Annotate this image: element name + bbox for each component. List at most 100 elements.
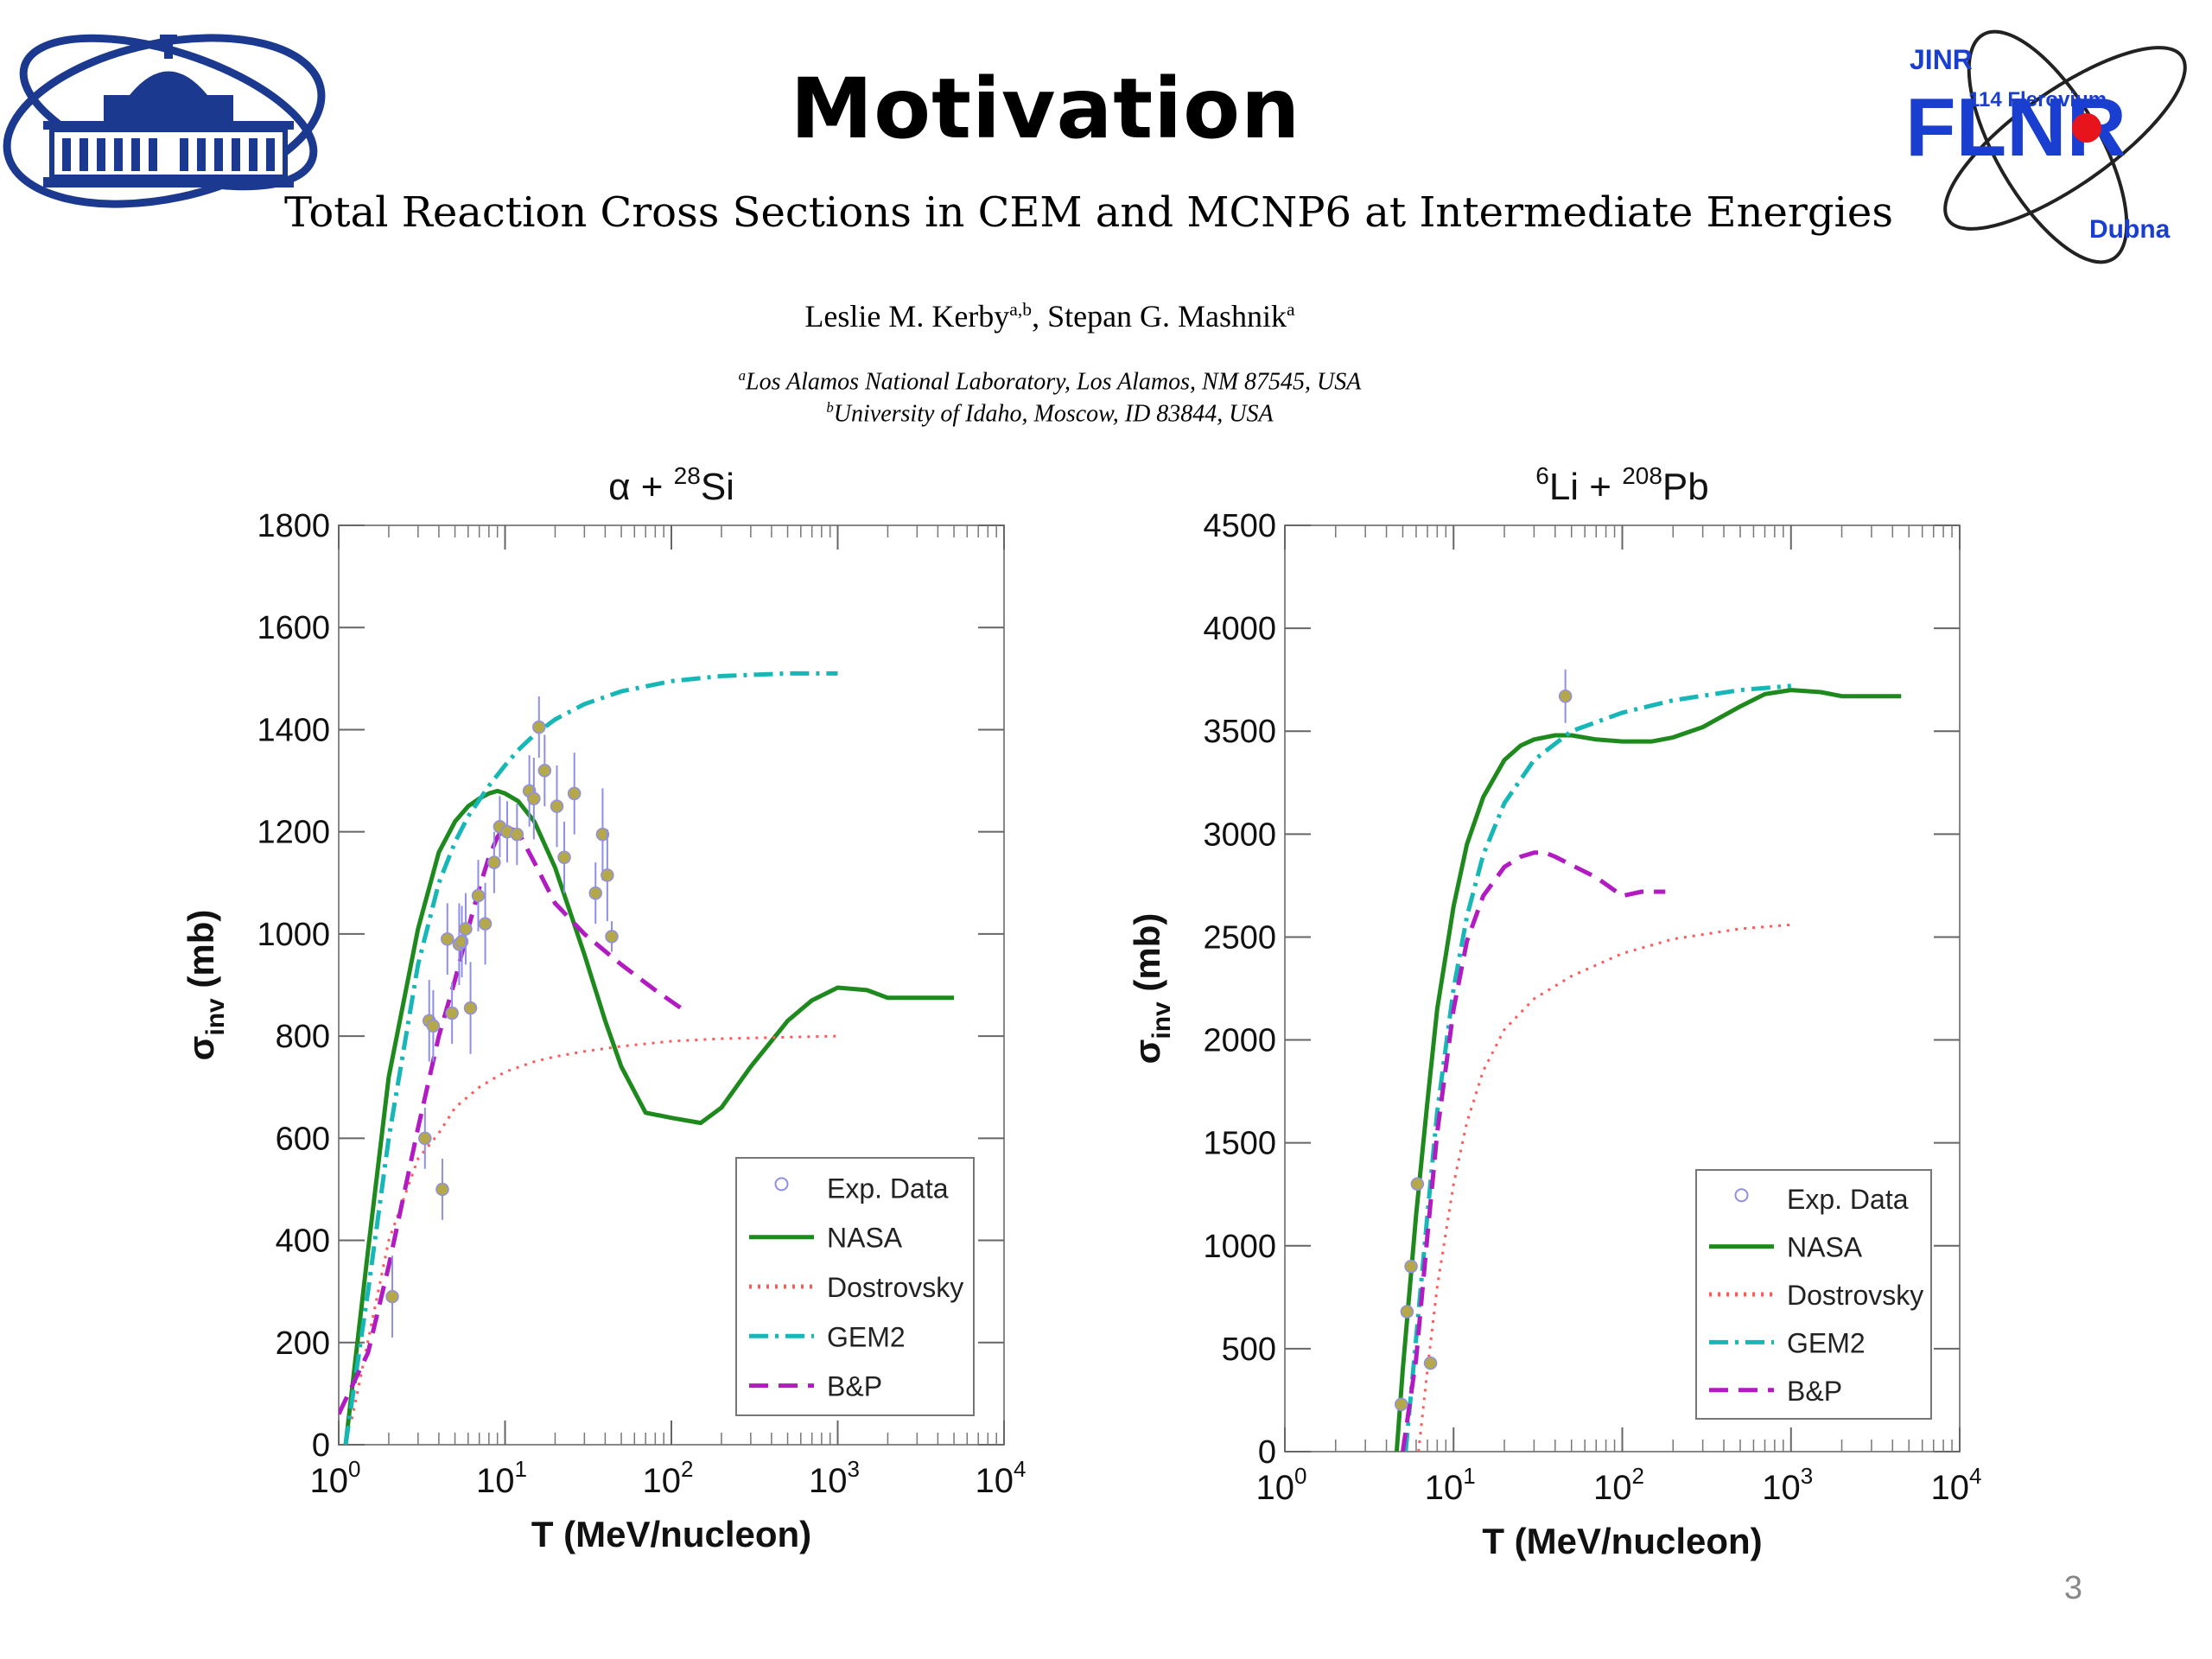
exp-data-point xyxy=(426,1019,441,1033)
legend-label: GEM2 xyxy=(1787,1327,1866,1358)
series-nasa xyxy=(1394,688,1902,1452)
affiliation-b: bUniversity of Idaho, Moscow, ID 83844, … xyxy=(0,399,2212,428)
exp-data-point xyxy=(435,1182,449,1197)
x-tick-label: 101 xyxy=(476,1456,527,1500)
y-tick-label: 600 xyxy=(276,1121,330,1157)
exp-data-point xyxy=(418,1131,432,1146)
legend-label: GEM2 xyxy=(827,1321,906,1352)
y-tick-label: 500 xyxy=(1222,1332,1276,1368)
legend-marker xyxy=(1734,1188,1749,1203)
exp-data-point xyxy=(532,720,546,734)
exp-data-point xyxy=(595,827,610,842)
exp-data-point xyxy=(471,888,486,903)
exp-data-point xyxy=(445,1006,459,1020)
legend-label: NASA xyxy=(827,1223,903,1254)
exp-data-point xyxy=(601,868,614,882)
y-tick-label: 3500 xyxy=(1203,714,1276,750)
exp-data-point xyxy=(1423,1356,1438,1370)
slide-title: Motivation xyxy=(790,60,1301,157)
flnr-logo: JINR FLNR 114 Flerovium Dubna xyxy=(1905,29,2187,264)
y-tick-label: 1500 xyxy=(1203,1126,1276,1162)
y-tick-label: 1600 xyxy=(257,610,330,646)
jinr-logo xyxy=(3,34,326,208)
series-gem2 xyxy=(343,671,838,1445)
affiliation-a-text: Los Alamos National Laboratory, Los Alam… xyxy=(746,368,1362,396)
dubna-logo-text: Dubna xyxy=(2089,215,2171,244)
exp-data-point xyxy=(1410,1177,1425,1192)
legend: Exp. Data NASA Dostrovsky GEM2 B&P xyxy=(735,1157,975,1416)
legend-label: Exp. Data xyxy=(827,1173,949,1204)
exp-data-point xyxy=(385,1289,399,1304)
x-tick-label: 102 xyxy=(1593,1463,1644,1507)
chart-1: 0 200 400 600 800 1000 1200 1400 1600 1800 100 101 1… xyxy=(181,462,1026,1554)
exp-data-point xyxy=(463,1001,478,1015)
exp-data-point xyxy=(567,786,582,801)
affiliation-b-mark: b xyxy=(826,399,834,416)
y-tick-label: 1000 xyxy=(257,917,330,953)
authors: Leslie M. Kerbya,b, Stepan G. Mashnika xyxy=(0,298,2212,334)
chart-title: α + 28Si xyxy=(608,462,734,508)
exp-data-point xyxy=(478,917,493,931)
legend-label: B&P xyxy=(1787,1376,1842,1407)
x-tick-label: 100 xyxy=(1256,1463,1307,1507)
page-number: 3 xyxy=(2063,1570,2082,1606)
y-tick-label: 1800 xyxy=(257,508,330,544)
exp-data-point xyxy=(1395,1397,1408,1411)
exp-data-point xyxy=(459,922,473,936)
y-tick-label: 1200 xyxy=(257,815,330,851)
x-tick-label: 101 xyxy=(1425,1463,1476,1507)
legend-label: NASA xyxy=(1787,1232,1863,1263)
y-tick-label: 0 xyxy=(1258,1434,1276,1471)
chart-title: 6Li + 208Pb xyxy=(1535,462,1709,508)
x-tick-label: 104 xyxy=(976,1456,1027,1500)
y-tick-label: 2000 xyxy=(1203,1023,1276,1059)
x-tick-label: 103 xyxy=(809,1456,860,1500)
legend-label: Dostrovsky xyxy=(1787,1280,1923,1311)
exp-data-point xyxy=(1404,1259,1418,1274)
legend-label: Exp. Data xyxy=(1787,1184,1909,1215)
affiliation-b-text: University of Idaho, Moscow, ID 83844, U… xyxy=(833,400,1274,428)
exp-data-point xyxy=(588,886,602,900)
y-tick-label: 3000 xyxy=(1203,817,1276,853)
y-tick-label: 400 xyxy=(276,1224,330,1260)
legend-label: B&P xyxy=(827,1371,882,1402)
series-dostrovsky xyxy=(1417,923,1791,1452)
exp-data-point xyxy=(1558,689,1573,703)
author-2-affil: a xyxy=(1287,299,1295,320)
y-tick-label: 0 xyxy=(312,1427,330,1464)
exp-data-point xyxy=(440,932,454,946)
legend-marker xyxy=(774,1177,789,1192)
x-tick-label: 103 xyxy=(1762,1463,1813,1507)
author-2: , Stepan G. Mashnik xyxy=(1032,299,1287,334)
exp-data-point xyxy=(1400,1305,1414,1319)
x-tick-label: 100 xyxy=(310,1456,361,1500)
paper-title: Total Reaction Cross Sections in CEM and… xyxy=(284,188,1893,237)
exp-data-point xyxy=(510,827,524,842)
series-nasa xyxy=(343,788,955,1445)
flerovium-logo-text: 114 Flerovium xyxy=(1968,88,2107,111)
chart-2: 0 500 1000 1500 2000 2500 3000 3500 4000 4500 100 1… xyxy=(1127,462,1981,1561)
exp-data-point xyxy=(550,799,564,813)
jinr-logo-text: JINR xyxy=(1910,44,1973,75)
y-tick-label: 800 xyxy=(276,1019,330,1055)
y-tick-label: 4500 xyxy=(1203,508,1276,544)
x-axis-label: T (MeV/nucleon) xyxy=(1482,1521,1762,1561)
affiliation-a-mark: a xyxy=(738,367,747,384)
exp-data-point xyxy=(487,855,501,869)
y-tick-label: 1400 xyxy=(257,712,330,748)
affiliation-a: aLos Alamos National Laboratory, Los Ala… xyxy=(0,367,2212,396)
y-tick-label: 4000 xyxy=(1203,611,1276,647)
x-axis-label: T (MeV/nucleon) xyxy=(531,1514,811,1554)
author-1: Leslie M. Kerby xyxy=(804,299,1010,334)
exp-data-point xyxy=(527,791,541,805)
series-gem2 xyxy=(1403,683,1792,1452)
series-b-p xyxy=(339,824,686,1415)
author-1-affil: a,b xyxy=(1009,299,1033,320)
legend: Exp. Data NASA Dostrovsky GEM2 B&P xyxy=(1695,1169,1932,1420)
x-tick-label: 104 xyxy=(1931,1463,1982,1507)
y-tick-label: 200 xyxy=(276,1325,330,1362)
y-axis-label: σinv (mb) xyxy=(1127,913,1176,1065)
exp-data-point xyxy=(537,763,552,778)
y-tick-label: 1000 xyxy=(1203,1229,1276,1265)
